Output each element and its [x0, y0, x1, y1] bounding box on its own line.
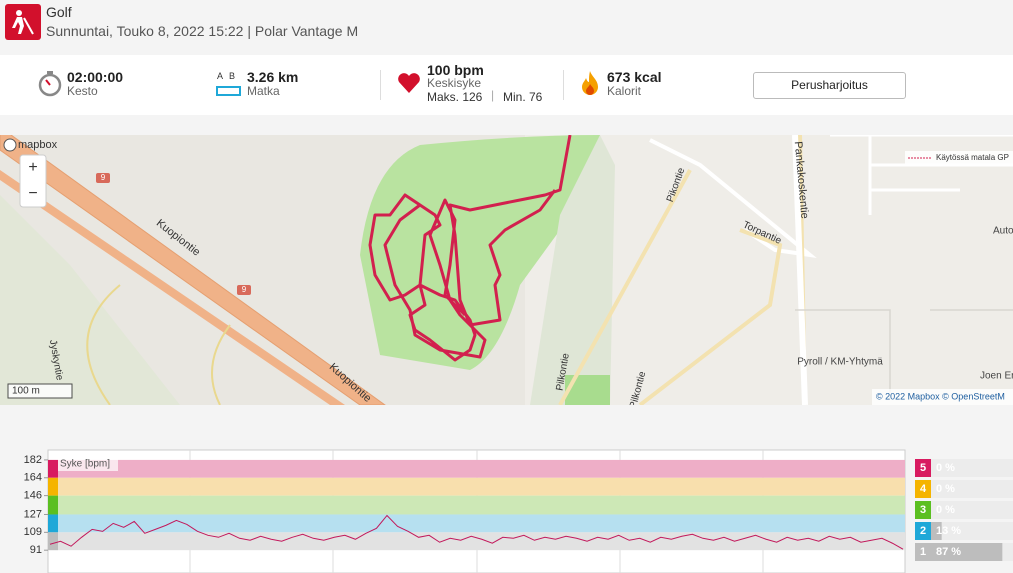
zone-band [58, 459, 905, 478]
zone-strip [48, 514, 58, 533]
zone-number-box [915, 501, 931, 519]
hr-max: Maks. 126 [427, 90, 483, 104]
duration-label: Kesto [67, 84, 98, 98]
zone-strip [48, 495, 58, 515]
zone-number: 2 [920, 525, 926, 537]
zone-strip [48, 459, 58, 478]
zone-percent: 0 % [936, 462, 955, 474]
training-type-button[interactable]: Perusharjoitus [753, 72, 906, 99]
zone-band [58, 477, 905, 496]
scale-bar: 100 m [12, 386, 40, 397]
road-number: 9 [101, 173, 106, 182]
zone-bar-bg [931, 459, 1013, 477]
hr-line [49, 514, 904, 550]
divider [380, 70, 381, 100]
zone-band [58, 514, 905, 533]
duration-value: 02:00:00 [67, 69, 124, 85]
hr-label: Keskisyke [427, 76, 482, 90]
calories-label: Kalorit [607, 84, 642, 98]
distance-ab: A B [217, 71, 238, 81]
ruler-icon [216, 86, 241, 96]
clock-icon [38, 71, 62, 97]
attribution: © 2022 Mapbox © OpenStreetM [876, 391, 1005, 401]
zone-number: 1 [920, 546, 926, 558]
zone-number-box [915, 459, 931, 477]
y-tick-label: 91 [30, 544, 42, 556]
zone-bar-bg [931, 501, 1013, 519]
zone-percent: 13 % [936, 525, 961, 537]
sport-icon [5, 4, 41, 40]
heart-icon [398, 73, 420, 93]
y-tick-label: 127 [24, 508, 42, 520]
zone-number: 4 [920, 483, 927, 495]
zone-number: 5 [920, 462, 926, 474]
subtitle: Sunnuntai, Touko 8, 2022 15:22 | Polar V… [46, 23, 359, 39]
poi-label: Pyroll / KM-Yhtymä [797, 357, 883, 368]
y-tick-label: 182 [24, 454, 42, 466]
hr-min: Min. 76 [503, 90, 543, 104]
y-tick-label: 164 [24, 472, 42, 484]
series-legend: Syke [bpm] [60, 459, 110, 470]
zone-band [58, 495, 905, 515]
zone-strip [48, 532, 58, 551]
zone-band [58, 532, 905, 551]
zone-number-box [915, 480, 931, 498]
legend-bg [58, 456, 118, 471]
y-tick-label: 146 [24, 490, 42, 502]
poi-label: Auto [993, 226, 1013, 237]
distance-value: 3.26 km [247, 69, 299, 85]
zone-number: 3 [920, 504, 926, 516]
zone-number-box [915, 543, 931, 561]
zone-percent: 0 % [936, 504, 955, 516]
zone-bar-bg [931, 522, 1013, 540]
flame-icon [582, 71, 598, 95]
zone-bar-bg [931, 480, 1013, 498]
zoom-in[interactable]: + [28, 159, 37, 176]
zone-percent: 87 % [936, 546, 961, 558]
calories-value: 673 kcal [607, 69, 662, 85]
zone-percent: 0 % [936, 483, 955, 495]
zone-bar [931, 522, 942, 540]
poi-label: Joen Er [980, 371, 1013, 382]
gps-legend: Käytössä matala GP [936, 153, 1009, 162]
zone-bar [931, 543, 1003, 561]
hr-chart: 182 164 146 127 109 91 Syke [bpm] 5 0 % 4 0 % 3 0 % 2… [24, 449, 1013, 573]
divider [563, 70, 564, 100]
mapbox-logo: mapbox [18, 139, 58, 151]
zoom-out[interactable]: − [28, 185, 37, 202]
sport-title: Golf [46, 4, 72, 20]
zone-strip [48, 477, 58, 496]
map: mapbox + − 100 m © 2022 Mapbox © OpenStr… [0, 135, 1013, 405]
hr-sep: | [491, 88, 495, 102]
hr-value: 100 bpm [427, 62, 484, 78]
zone-number-box [915, 522, 931, 540]
y-tick-label: 109 [24, 526, 42, 538]
distance-label: Matka [247, 84, 280, 98]
road-number: 9 [242, 285, 247, 294]
